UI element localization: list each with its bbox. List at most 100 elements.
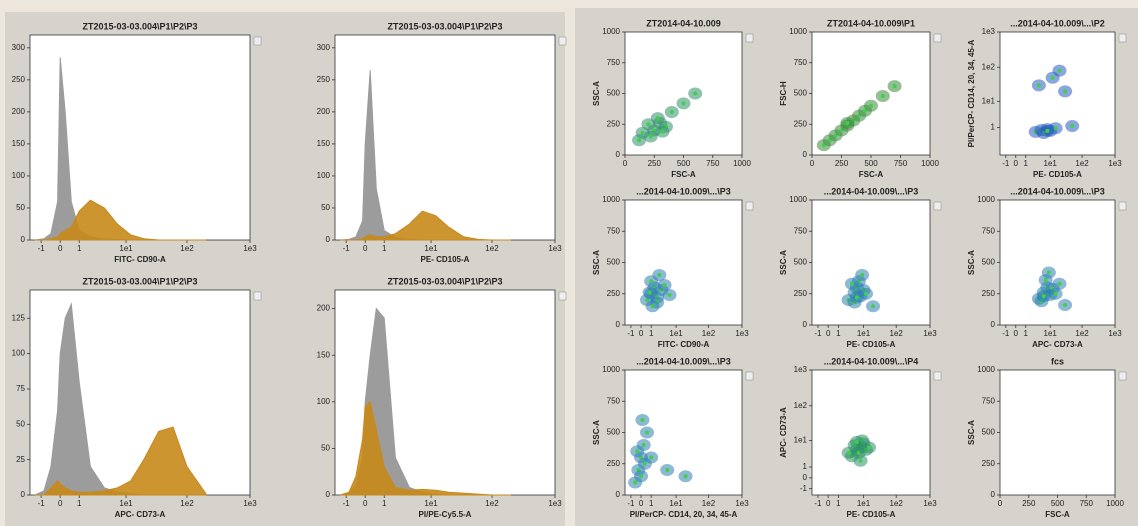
x-axis-label: PE- CD105-A [847,510,896,519]
x-tick-label: 1e1 [1044,159,1058,168]
y-tick-label: 200 [317,107,331,116]
point-core [655,116,660,121]
point-core [858,458,863,463]
y-tick-label: 100 [12,171,26,180]
y-axis-label: FSC-H [779,81,788,106]
y-tick-label: 250 [982,459,996,468]
x-tick-label: -1 [814,499,822,508]
y-tick-label: 250 [12,75,26,84]
chart-title: ...2014-04-10.009\...\P3 [636,186,731,196]
y-tick-label: 75 [16,384,25,393]
x-axis-label: APC- CD73-A [1032,340,1083,349]
corner-icon [558,291,567,301]
x-tick-label: -1 [38,244,46,253]
y-tick-label: 0 [616,320,621,329]
x-axis-label: PI/PE-Cy5.5-A [419,510,472,519]
y-tick-label: 750 [607,396,621,405]
point-core [681,101,686,106]
point-core [1057,281,1062,286]
x-tick-label: 1e3 [735,329,749,338]
y-tick-label: 250 [794,289,808,298]
x-tick-label: 1e1 [857,499,871,508]
x-tick-label: -1 [38,499,46,508]
x-axis-label: FSC-A [859,170,884,179]
point-core [657,273,662,277]
plot-area [999,199,1116,326]
point-core [854,295,859,300]
y-axis-label: SSC-A [967,420,976,445]
y-axis-label: SSC-A [592,81,601,106]
y-tick-label: 0 [991,490,996,499]
x-axis-label: PE- CD105-A [847,340,896,349]
y-tick-label: 100 [317,171,331,180]
plot-area [999,31,1116,156]
x-tick-label: 1e2 [890,499,904,508]
y-tick-label: 500 [607,258,621,267]
x-tick-label: -1 [343,244,351,253]
x-tick-label: 0 [58,499,63,508]
y-tick-label: 750 [794,58,808,67]
point-core [640,418,645,422]
x-tick-label: 1 [77,499,82,508]
point-core [667,293,672,297]
y-tick-label: 200 [12,107,26,116]
x-tick-label: 0 [826,499,831,508]
chart-title: ZT2014-04-10.009\P1 [827,18,915,28]
point-core [683,474,688,479]
point-core [846,450,851,455]
point-core [660,129,665,134]
point-core [854,439,859,444]
x-tick-label: 1 [649,329,654,338]
point-core [860,273,865,277]
y-tick-label: 500 [794,89,808,98]
y-tick-label: 1e2 [794,401,808,410]
point-core [1070,124,1075,129]
plot-area [999,369,1116,496]
x-tick-label: 250 [835,159,849,168]
point-core [693,91,698,96]
y-tick-label: 0 [803,320,808,329]
y-tick-label: 25 [16,455,25,464]
y-axis-label: SSC-A [967,250,976,275]
histogram-area [35,426,207,496]
y-tick-label: 1000 [789,27,807,36]
point-core [633,480,638,485]
point-core [867,445,872,450]
chart-title: ZT2015-03-03.004\P1\P2\P3 [387,276,502,286]
x-tick-label: -1 [1002,329,1010,338]
x-tick-label: 750 [1080,499,1094,508]
y-tick-label: 125 [12,313,26,322]
chart-title: ZT2015-03-03.004\P1\P2\P3 [387,21,502,31]
point-core [871,304,876,309]
y-tick-label: 150 [317,350,331,359]
y-tick-label: 750 [982,396,996,405]
x-axis-label: PI/PerCP- CD14, 20, 34, 45-A [630,510,738,519]
x-tick-label: 1 [836,499,841,508]
point-core [640,130,645,135]
chart-title: ...2014-04-10.009\...\P2 [1010,18,1105,28]
point-core [1045,128,1050,133]
x-axis-label: APC- CD73-A [115,510,166,519]
y-tick-label: 0 [21,490,26,499]
x-tick-label: -1 [1002,159,1010,168]
x-tick-label: 1e2 [1075,159,1089,168]
point-core [639,474,644,479]
x-tick-label: -1 [627,329,635,338]
corner-icon [1118,201,1127,211]
x-tick-label: 1 [1024,329,1029,338]
point-core [646,122,651,127]
x-tick-label: 0 [1014,329,1019,338]
point-core [880,93,885,98]
x-tick-label: 1e1 [424,244,438,253]
corner-icon [933,33,942,43]
histogram-area [35,199,206,241]
y-tick-label: 500 [794,258,808,267]
chart-title: ZT2015-03-03.004\P1\P2\P3 [82,276,197,286]
x-tick-label: 1e1 [669,329,683,338]
point-core [845,121,850,126]
y-axis-label: SSC-A [592,420,601,445]
point-core [649,455,654,460]
histogram-area [340,210,511,241]
x-tick-label: 1e2 [1075,329,1089,338]
